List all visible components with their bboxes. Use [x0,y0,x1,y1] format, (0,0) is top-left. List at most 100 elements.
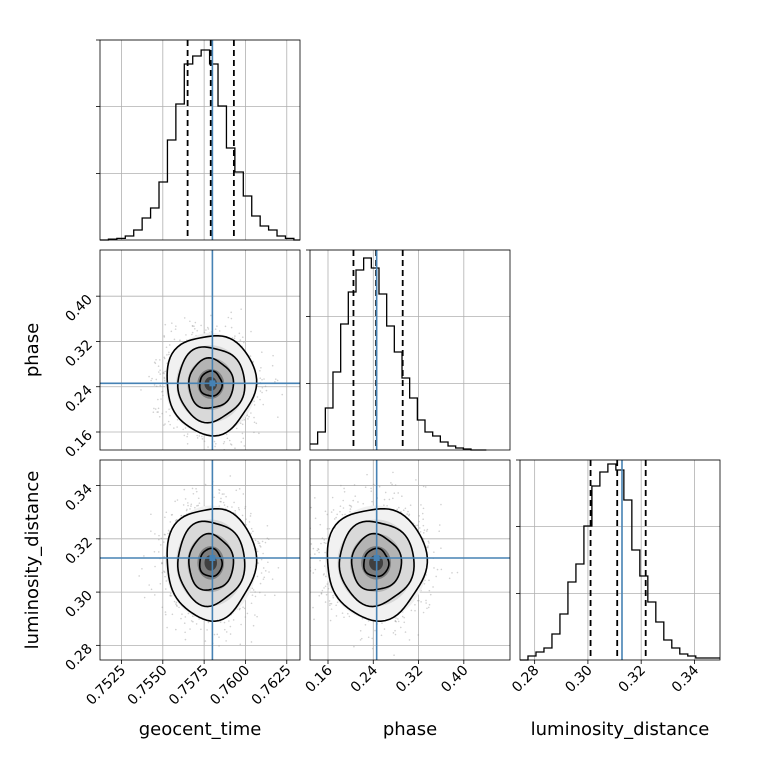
sample-point [243,445,246,447]
sample-point [165,511,168,514]
sample-point [250,532,252,535]
sample-point [249,515,252,517]
sample-point [268,571,270,573]
sample-point [372,483,375,486]
sample-point [433,567,435,569]
sample-point [354,495,357,497]
sample-point [390,482,392,484]
sample-point [228,620,230,622]
sample-point [383,504,385,506]
sample-point [234,335,236,337]
sample-point [140,389,142,391]
sample-point [326,583,329,585]
sample-point [178,606,180,609]
sample-point [200,324,202,327]
sample-point [426,607,428,610]
sample-point [327,587,330,590]
sample-point [165,346,168,349]
sample-point [425,599,427,602]
sample-point [400,510,402,513]
sample-point [277,416,279,418]
sample-point [314,553,316,555]
sample-point [176,518,178,521]
sample-point [253,421,256,424]
sample-point [262,403,265,406]
sample-point [263,576,266,579]
sample-point [257,540,259,543]
sample-point [258,542,261,545]
sample-point [314,568,317,571]
panel-hist-geocent-time [96,39,301,241]
sample-point [378,485,381,488]
sample-point [395,617,397,619]
sample-point [380,634,383,637]
sample-point [164,533,166,536]
sample-point [319,523,322,526]
sample-point [399,626,402,629]
sample-point [261,540,264,543]
sample-point [427,546,429,549]
panel-frame [309,249,511,451]
x-tick-label-luminosity-distance: 0.34 [669,662,702,695]
sample-point [251,587,254,590]
sample-point [159,384,162,387]
sample-point [263,378,265,380]
y-axis-label-phase: phase [22,323,43,377]
sample-point [339,505,342,507]
sample-point [184,427,187,429]
sample-point [242,606,244,609]
sample-point [425,602,427,604]
sample-point [159,582,162,585]
sample-point [174,520,177,522]
x-tick-label-geocent-time: 0.7525 [83,663,129,709]
sample-point [420,601,422,603]
sample-point [232,619,235,621]
sample-point [428,542,430,544]
sample-point [187,612,190,615]
sample-point [227,316,230,319]
sample-point [359,629,362,632]
sample-point [155,385,158,388]
sample-point [260,367,262,369]
sample-point [302,571,304,573]
sample-point [162,541,165,543]
sample-point [154,362,157,365]
sample-point [330,511,333,513]
sample-point [254,614,256,616]
sample-point [426,528,429,531]
sample-point [313,618,315,621]
sample-point [240,441,243,443]
sample-point [191,487,194,490]
sample-point [259,398,261,401]
sample-point [206,326,209,329]
sample-point [403,616,405,619]
sample-point [456,571,459,574]
sample-point [184,638,187,641]
sample-point [240,623,242,626]
sample-point [318,551,320,554]
sample-point [159,369,161,371]
sample-point [336,601,339,604]
sample-point [197,504,199,507]
sample-point [207,621,210,624]
sample-point [219,500,222,503]
sample-point [163,376,166,379]
sample-point [176,605,178,607]
sample-point [213,440,216,443]
sample-point [182,504,185,506]
sample-point [329,604,331,607]
sample-point [259,544,261,547]
sample-point [326,513,329,516]
sample-point [384,491,387,494]
sample-point [394,620,397,622]
sample-point [171,513,174,516]
sample-point [169,521,172,523]
sample-point [167,532,169,535]
sample-point [274,378,277,380]
sample-point [408,513,411,516]
sample-point [161,561,163,564]
sample-point [353,484,356,486]
sample-point [150,379,152,382]
sample-point [260,558,263,561]
sample-point [238,332,241,335]
